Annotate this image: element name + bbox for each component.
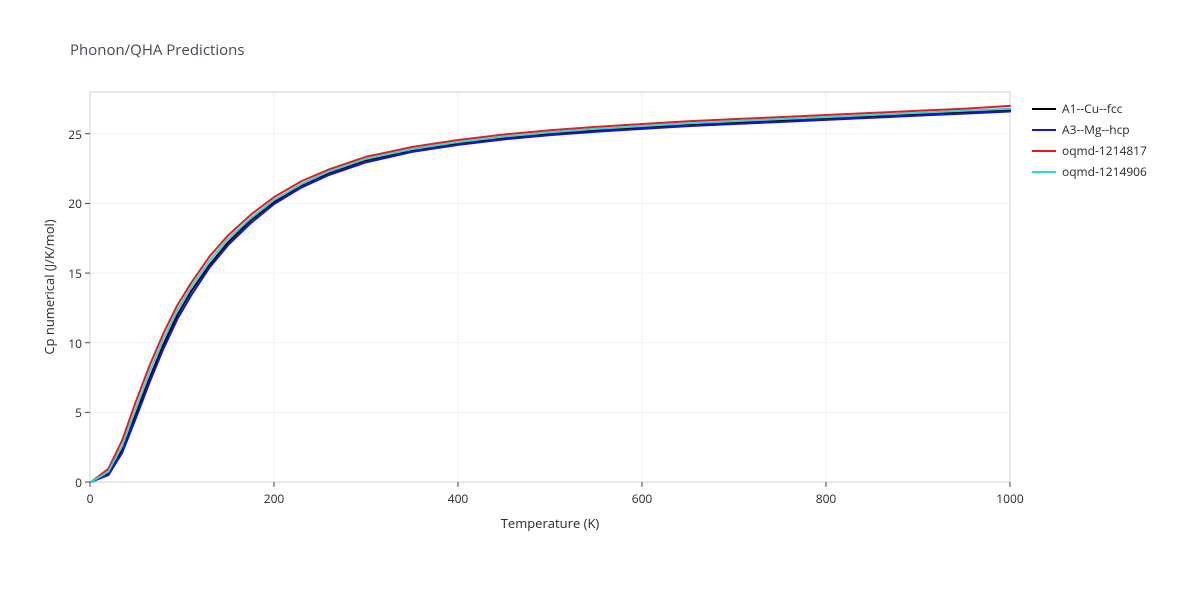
series-line [91,109,1010,482]
legend-label: A3--Mg--hcp [1062,121,1130,138]
x-axis-label: Temperature (K) [90,514,1010,532]
legend: A1--Cu--fcc A3--Mg--hcp oqmd-1214817 oqmd-1… [1032,100,1147,184]
x-tick-label: 0 [75,490,105,507]
chart-container [0,0,1200,600]
legend-label: oqmd-1214906 [1062,163,1147,180]
legend-swatch [1032,129,1056,131]
legend-swatch [1032,150,1056,152]
y-tick-label: 15 [68,265,82,282]
y-tick-label: 5 [75,404,82,421]
y-axis-label: Cp numerical (J/K/mol) [40,92,58,482]
series-line [91,112,1010,483]
legend-item[interactable]: oqmd-1214817 [1032,142,1147,159]
legend-item[interactable]: A1--Cu--fcc [1032,100,1147,117]
legend-item[interactable]: oqmd-1214906 [1032,163,1147,180]
legend-label: A1--Cu--fcc [1062,100,1122,117]
legend-item[interactable]: A3--Mg--hcp [1032,121,1147,138]
x-tick-label: 1000 [995,490,1025,507]
x-tick-label: 400 [443,490,473,507]
y-tick-label: 10 [68,335,82,352]
y-tick-label: 0 [75,474,82,491]
x-tick-label: 800 [811,490,841,507]
x-tick-label: 600 [627,490,657,507]
y-tick-label: 20 [68,195,82,212]
series-line [91,110,1010,482]
legend-swatch [1032,171,1056,173]
y-tick-label: 25 [68,126,82,143]
series-line [91,106,1010,482]
legend-label: oqmd-1214817 [1062,142,1147,159]
legend-swatch [1032,108,1056,110]
x-tick-label: 200 [259,490,289,507]
line-chart [0,0,1200,600]
